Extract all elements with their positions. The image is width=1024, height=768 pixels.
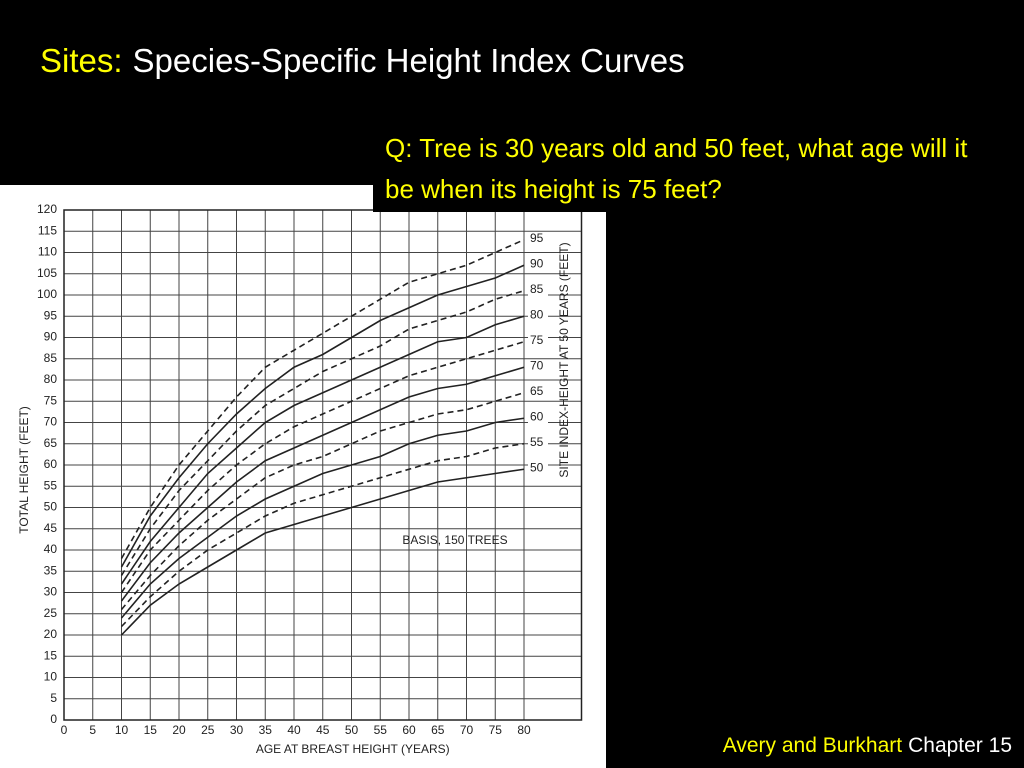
x-tick-label: 30 (230, 723, 244, 737)
site-index-curve (120, 417, 525, 619)
series-label: 75 (530, 333, 544, 347)
title-text: Species-Specific Height Index Curves (132, 42, 685, 79)
series-label-bg (528, 258, 548, 273)
site-index-curve (120, 289, 525, 576)
series-label: 60 (530, 409, 544, 423)
x-tick-label: 45 (316, 723, 330, 737)
y-tick-label: 80 (44, 372, 58, 386)
x-tick-label: 25 (201, 723, 215, 737)
series-label-bg (528, 436, 548, 451)
series-label: 55 (530, 435, 544, 449)
question-backdrop (373, 128, 1024, 212)
y-tick-label: 115 (38, 223, 57, 237)
y-tick-label: 60 (44, 457, 58, 471)
x-tick-label: 80 (517, 723, 531, 737)
footer-chapter: Chapter 15 (908, 734, 1012, 757)
y-tick-label: 40 (44, 542, 58, 556)
series-label: 95 (530, 231, 544, 245)
chart-background (0, 185, 606, 768)
x-tick-label: 60 (402, 723, 416, 737)
y-tick-label: 0 (50, 712, 57, 726)
series-label-bg (528, 334, 548, 349)
y-tick-label: 10 (44, 670, 58, 684)
series-label-bg (528, 309, 548, 324)
series-label-bg (528, 462, 548, 477)
y-tick-label: 85 (44, 351, 58, 365)
series-label: 85 (530, 282, 544, 296)
site-index-curve (120, 366, 525, 602)
y-tick-label: 5 (50, 691, 57, 705)
series-label-bg (528, 385, 548, 400)
series-label-bg (528, 411, 548, 426)
site-index-curve (120, 239, 525, 559)
series-label: 65 (530, 384, 544, 398)
x-tick-label: 15 (144, 723, 158, 737)
y-tick-label: 100 (37, 287, 57, 301)
y-tick-label: 65 (44, 436, 58, 450)
y-tick-label: 75 (44, 393, 58, 407)
site-index-curve (120, 340, 525, 593)
x-tick-label: 55 (374, 723, 388, 737)
x-axis-label: AGE AT BREAST HEIGHT (YEARS) (256, 742, 450, 756)
y-tick-label: 45 (44, 521, 58, 535)
series-label: 90 (530, 256, 544, 270)
y-axis-label: TOTAL HEIGHT (FEET) (17, 406, 31, 534)
site-index-curve (120, 315, 525, 585)
slide-title: Sites: Species-Specific Height Index Curv… (40, 42, 685, 80)
series-label-bg (528, 232, 548, 247)
y-tick-label: 55 (44, 478, 58, 492)
y-tick-label: 90 (44, 330, 58, 344)
site-index-curve (120, 264, 525, 568)
y2-axis-label: SITE INDEX-HEIGHT AT 50 YEARS (FEET) (557, 242, 571, 477)
x-tick-label: 40 (287, 723, 301, 737)
y-tick-label: 110 (38, 245, 57, 259)
annotation: BASIS, 150 TREES (402, 533, 507, 547)
site-index-curve (120, 442, 525, 628)
x-tick-label: 50 (345, 723, 359, 737)
y-tick-label: 105 (37, 266, 57, 280)
title-prefix: Sites: (40, 42, 123, 79)
y-tick-label: 20 (44, 627, 58, 641)
x-tick-label: 5 (89, 723, 96, 737)
y-tick-label: 120 (37, 202, 57, 216)
footer-author: Avery and Burkhart (722, 734, 903, 757)
y-tick-label: 35 (44, 563, 58, 577)
footer: Avery and Burkhart Chapter 15 (723, 734, 1012, 758)
site-index-curve (120, 468, 525, 636)
x-tick-label: 70 (460, 723, 474, 737)
y-tick-label: 25 (44, 606, 58, 620)
series-label: 70 (530, 358, 544, 372)
question: Q: Tree is 30 years old and 50 feet, wha… (385, 133, 968, 204)
series-label-bg (528, 283, 548, 298)
x-tick-label: 20 (172, 723, 186, 737)
y-tick-label: 70 (44, 415, 58, 429)
plot: 0510152025303540455055606570758085909510… (17, 202, 583, 756)
x-tick-label: 75 (489, 723, 503, 737)
x-tick-label: 10 (115, 723, 129, 737)
plot-frame (63, 209, 583, 721)
y-tick-label: 30 (44, 585, 58, 599)
x-tick-label: 0 (61, 723, 68, 737)
series-label-bg (528, 360, 548, 375)
y-tick-label: 50 (44, 500, 58, 514)
y-tick-label: 95 (44, 308, 58, 322)
series-label: 50 (530, 460, 544, 474)
y-tick-label: 15 (44, 648, 58, 662)
x-tick-label: 65 (431, 723, 445, 737)
series-label: 80 (530, 307, 544, 321)
x-tick-label: 35 (259, 723, 273, 737)
